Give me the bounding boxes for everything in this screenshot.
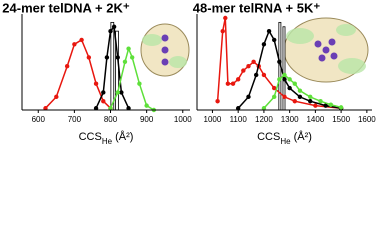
data-point [230, 81, 236, 86]
x-tick-label: 600 [32, 115, 46, 124]
data-point [215, 99, 220, 104]
data-point [126, 46, 131, 51]
series-line [109, 46, 155, 111]
data-point [72, 42, 77, 47]
x-label-sub: He [102, 137, 113, 146]
data-point [246, 63, 251, 69]
x-tick-label: 1500 [332, 115, 350, 124]
data-point [101, 99, 106, 104]
data-point [43, 106, 48, 111]
data-point [101, 90, 106, 95]
data-point [318, 99, 323, 104]
data-point [93, 81, 99, 86]
x-label-unit: (Å²) [294, 130, 312, 143]
data-point [115, 55, 120, 60]
data-point [119, 90, 124, 95]
data-point [235, 106, 241, 111]
data-point [220, 28, 225, 34]
data-point [223, 15, 228, 21]
x-label-main: CCS [257, 131, 280, 143]
data-point [129, 55, 135, 60]
series-line [95, 24, 130, 109]
data-point [313, 103, 318, 108]
data-point [328, 102, 334, 107]
x-axis-label: CCSHe (Å²) [257, 130, 312, 146]
x-tick-label: 800 [104, 115, 118, 124]
chart-title: 48-mer telRNA + 5K⁺ [193, 0, 321, 15]
x-tick-label: 1200 [255, 115, 273, 124]
molecule-right [283, 17, 369, 83]
data-point [54, 94, 59, 100]
panel: 24-mer telDNA + 2K⁺ 600 700 800 900 1000 CCSHe… [2, 0, 192, 145]
data-point [266, 28, 272, 34]
chart-title: 24-mer telDNA + 2K⁺ [2, 0, 130, 15]
data-point [108, 106, 113, 111]
x-tick-label: 1400 [306, 115, 324, 124]
data-point [241, 68, 246, 73]
x-label-sub: He [280, 137, 291, 146]
x-label-unit: (Å²) [115, 130, 133, 143]
data-point [282, 94, 287, 100]
data-point [297, 88, 303, 93]
data-point [246, 94, 251, 100]
data-point [292, 81, 297, 86]
panel: 48-mer telRNA + 5K⁺ 1000 1100 1200 1300 1400 1… [193, 0, 377, 145]
data-point [282, 72, 287, 78]
data-point [287, 85, 292, 91]
data-point [64, 63, 70, 69]
data-point [272, 37, 277, 43]
data-point [93, 106, 99, 111]
data-point [261, 42, 267, 47]
data-point [292, 99, 297, 104]
data-point [225, 81, 231, 86]
x-tick-label: 1600 [358, 115, 376, 124]
data-point [126, 106, 131, 111]
data-point [308, 94, 313, 100]
data-point [308, 99, 313, 104]
data-point [108, 28, 113, 34]
x-tick-label: 900 [140, 115, 154, 124]
data-point [144, 103, 149, 108]
x-tick-label: 1000 [174, 115, 192, 124]
x-tick-label: 1300 [281, 115, 299, 124]
data-point [277, 59, 282, 65]
data-point [323, 103, 328, 108]
x-label-main: CCS [79, 131, 102, 143]
x-tick-label: 700 [68, 115, 82, 124]
x-tick-label: 1100 [230, 115, 248, 124]
figure: 24-mer telDNA + 2K⁺600 700 800 900 1000CCSHe… [2, 0, 377, 145]
data-point [272, 85, 277, 91]
data-point [137, 81, 142, 86]
x-tick-label: 1000 [204, 115, 222, 124]
data-point [287, 77, 292, 82]
data-point [115, 90, 120, 95]
data-point [272, 94, 277, 100]
data-point [104, 55, 110, 60]
series-line [216, 17, 342, 109]
data-point [79, 37, 84, 43]
x-axis-label: CCSHe (Å²) [79, 130, 134, 146]
data-point [261, 72, 267, 78]
data-point [251, 59, 256, 65]
data-point [111, 24, 117, 29]
bar [110, 21, 115, 111]
data-point [122, 59, 128, 65]
data-point [297, 94, 303, 100]
data-point [261, 106, 267, 111]
data-point [86, 55, 92, 60]
data-point [277, 77, 282, 82]
data-point [235, 77, 241, 82]
data-point [282, 77, 287, 82]
molecule-left [140, 23, 190, 77]
data-point [253, 72, 259, 78]
data-point [338, 105, 344, 110]
